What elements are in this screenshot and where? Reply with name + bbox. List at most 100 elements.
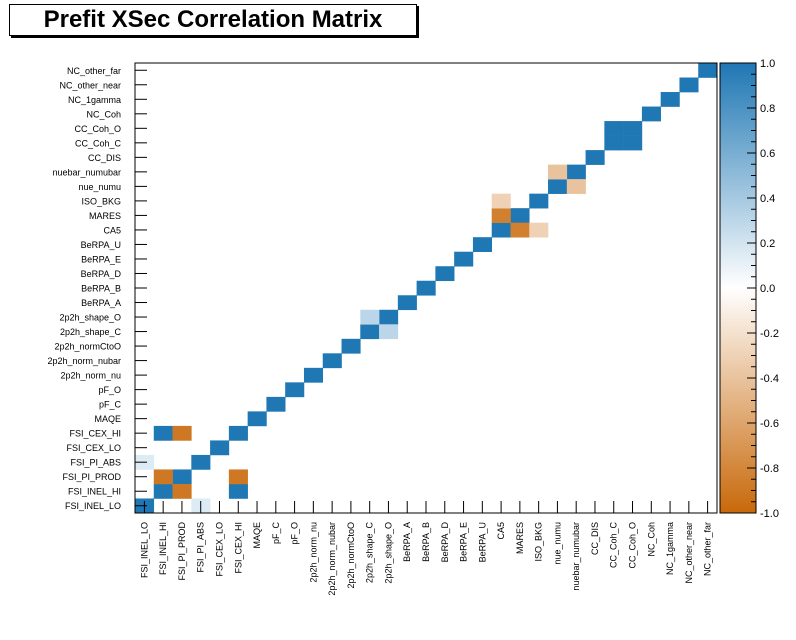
heatmap-cell	[548, 164, 568, 180]
y-tick-label: BeRPA_U	[81, 240, 121, 250]
x-tick-label: MARES	[515, 522, 525, 554]
y-tick-label: BeRPA_B	[81, 284, 121, 294]
heatmap-cell	[153, 425, 173, 441]
y-tick-label: 2p2h_norm_nubar	[47, 356, 121, 366]
x-tick-label: FSI_CEX_LO	[214, 522, 224, 577]
y-tick-label: FSI_PI_PROD	[62, 472, 121, 482]
y-tick-label: ISO_BKG	[81, 196, 121, 206]
heatmap-cell	[641, 106, 661, 122]
y-tick-label: BeRPA_E	[81, 254, 121, 264]
heatmap-cell	[585, 150, 605, 165]
x-tick-label: BeRPA_D	[440, 522, 450, 563]
heatmap-cell	[303, 367, 324, 383]
x-tick-label: CA5	[496, 522, 506, 540]
x-tick-label: CC_DIS	[590, 522, 600, 555]
x-tick-label: CC_Coh_O	[628, 522, 638, 569]
heatmap-cell	[172, 483, 192, 499]
y-tick-label: 2p2h_shape_O	[59, 313, 121, 323]
heatmap-cell	[698, 63, 718, 78]
x-tick-label: 2p2h_norm_nubar	[327, 522, 337, 596]
y-tick-label: 2p2h_norm_nu	[60, 371, 121, 381]
heatmap-cell	[472, 237, 493, 253]
y-axis-labels: FSI_INEL_LO FSI_INEL_HI FSI_PI_PROD FSI_PI_…	[47, 66, 147, 511]
heatmap-cell	[341, 338, 361, 354]
y-tick-label: CC_DIS	[88, 153, 121, 163]
x-tick-label: pF_C	[271, 522, 281, 545]
x-tick-label: BeRPA_B	[421, 522, 431, 562]
y-tick-label: nuebar_numubar	[52, 167, 121, 177]
heatmap-cell	[379, 324, 399, 340]
heatmap-cell	[266, 396, 286, 412]
x-axis-labels: FSI_INEL_LO FSI_INEL_HI FSI_PI_PROD FSI_PI_…	[139, 501, 713, 596]
y-tick-label: NC_other_near	[59, 80, 121, 90]
z-tick-label: -1.0	[760, 508, 779, 520]
heatmap-cell	[247, 411, 267, 427]
heatmap-cell	[416, 280, 436, 296]
z-tick-label: 0.0	[760, 283, 775, 295]
heatmap-cell	[510, 208, 530, 223]
y-tick-label: CC_Coh_C	[75, 138, 122, 148]
heatmap-cell	[379, 309, 399, 325]
heatmap-cell	[397, 295, 417, 311]
x-tick-label: FSI_INEL_LO	[139, 522, 149, 578]
y-tick-label: FSI_PI_ABS	[70, 458, 121, 468]
heatmap-cell	[360, 309, 380, 325]
heatmap-cell	[210, 440, 230, 456]
x-tick-label: NC_1gamma	[665, 522, 675, 575]
x-tick-label: 2p2h_shape_O	[383, 522, 393, 584]
x-tick-label: FSI_PI_PROD	[177, 522, 187, 581]
z-tick-label: 0.4	[760, 193, 775, 205]
x-tick-label: FSI_CEX_HI	[233, 522, 243, 574]
heatmap-cell	[660, 92, 680, 107]
x-tick-label: 2p2h_normCtoO	[346, 522, 356, 589]
y-tick-label: FSI_CEX_LO	[66, 443, 121, 453]
heatmap-cell	[566, 164, 586, 180]
y-tick-label: FSI_CEX_HI	[69, 429, 121, 439]
heatmap-cell	[510, 222, 530, 238]
z-tick-label: -0.6	[760, 418, 779, 430]
z-tick-label: 0.2	[760, 238, 775, 250]
x-tick-label: BeRPA_A	[402, 522, 412, 562]
y-tick-label: NC_Coh	[86, 109, 121, 119]
heatmap-cell	[153, 483, 173, 499]
x-tick-label: CC_Coh_C	[609, 522, 619, 569]
x-tick-label: NC_other_far	[703, 522, 713, 576]
heatmap-cell	[454, 251, 474, 267]
y-tick-label: MAQE	[94, 414, 121, 424]
heatmap-cell	[529, 193, 549, 209]
y-tick-label: BeRPA_A	[81, 298, 121, 308]
y-tick-label: 2p2h_normCtoO	[54, 342, 121, 352]
heatmap-cell	[228, 483, 248, 499]
y-tick-label: CA5	[103, 225, 121, 235]
y-tick-label: 2p2h_shape_C	[60, 327, 122, 337]
heatmap-cell	[623, 135, 643, 151]
x-tick-label: nue_numu	[552, 522, 562, 565]
x-tick-label: BeRPA_E	[459, 522, 469, 562]
y-tick-label: CC_Coh_O	[74, 124, 121, 134]
x-tick-label: ISO_BKG	[534, 522, 544, 562]
chart-title: Prefit XSec Correlation Matrix	[9, 4, 417, 36]
heatmap-cell	[491, 208, 511, 223]
z-tick-label: 0.6	[760, 148, 775, 160]
heatmap-cell	[679, 77, 699, 93]
x-tick-label: BeRPA_U	[477, 522, 487, 562]
x-tick-label: NC_Coh	[646, 522, 656, 557]
heatmap-cell	[529, 222, 549, 238]
y-tick-label: nue_numu	[78, 182, 121, 192]
x-tick-label: 2p2h_norm_nu	[308, 522, 318, 583]
heatmap-cell	[604, 121, 624, 136]
x-tick-label: nuebar_numubar	[571, 522, 581, 591]
heatmap-cell	[285, 382, 305, 398]
y-tick-label: NC_other_far	[67, 66, 121, 76]
x-tick-label: FSI_INEL_HI	[158, 522, 168, 575]
z-tick-label: -0.2	[760, 328, 779, 340]
x-tick-label: NC_other_near	[684, 522, 694, 584]
z-tick-label: -0.8	[760, 463, 779, 475]
heatmap-cell	[435, 266, 455, 282]
heatmap-cell	[548, 179, 568, 194]
x-tick-label: pF_O	[290, 522, 300, 545]
z-tick-label: -0.4	[760, 373, 779, 385]
heatmap-cell	[623, 121, 643, 136]
y-tick-label: MARES	[89, 211, 121, 221]
